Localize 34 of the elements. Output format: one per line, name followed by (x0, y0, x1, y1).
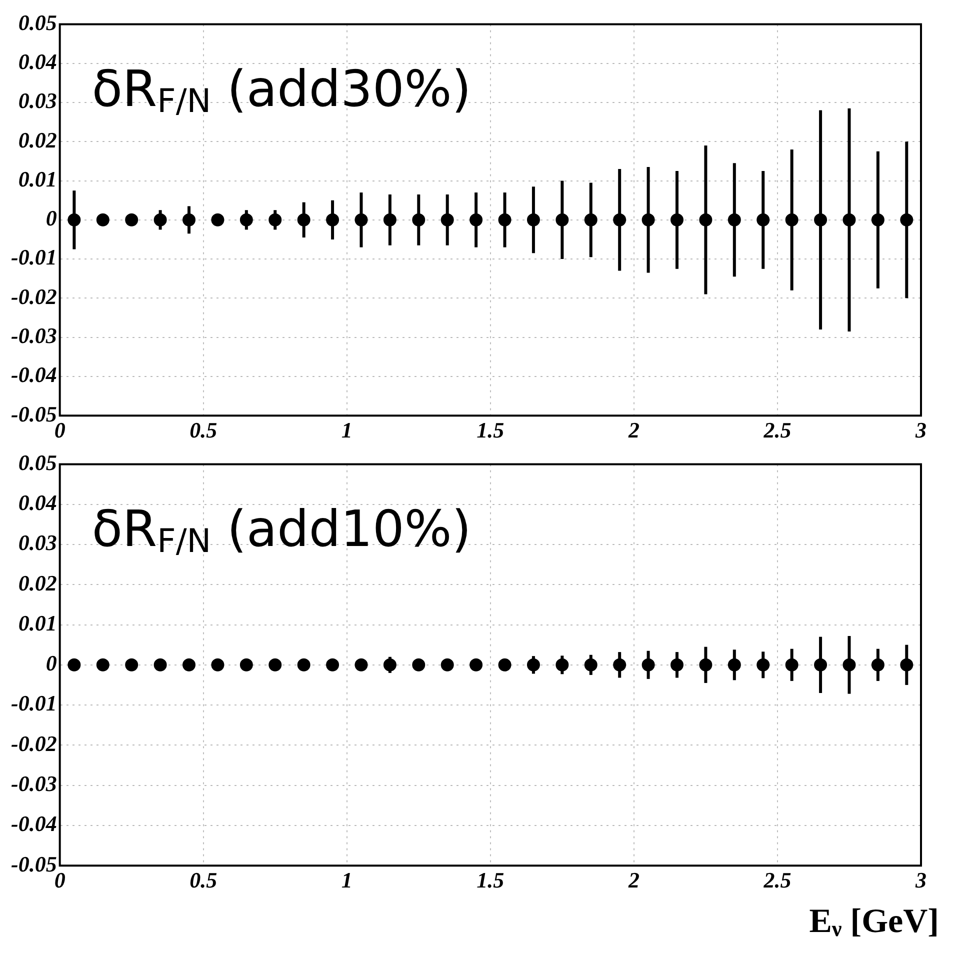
y-tick-label: 0.04 (18, 490, 57, 516)
x-tick-label: 0.5 (190, 417, 218, 442)
y-tick-label: 0.03 (18, 88, 57, 114)
y-tick-label: -0.03 (11, 771, 57, 796)
x-tick-label: 0.5 (190, 867, 218, 892)
y-tick-label: -0.04 (11, 362, 57, 388)
x-tick-label: 3 (914, 867, 926, 892)
y-tick-label: -0.02 (11, 284, 57, 309)
y-tick-label: 0.05 (18, 10, 57, 35)
x-tick-label: 2.5 (762, 417, 792, 442)
y-tick-label: 0.02 (18, 570, 57, 596)
y-tick-label: 0.05 (18, 450, 57, 475)
x-tick-label: 1.5 (476, 417, 504, 442)
y-tick-label: -0.05 (11, 851, 57, 876)
y-tick-label: 0 (46, 206, 57, 231)
y-tick-label: -0.01 (11, 690, 57, 716)
x-tick-label: 1.5 (476, 867, 504, 892)
y-tick-label: -0.03 (11, 323, 57, 348)
y-tick-label: -0.01 (11, 244, 57, 270)
x-tick-label: 1 (341, 417, 352, 442)
y-tick-label: 0.02 (18, 127, 57, 152)
x-tick-label: 1 (341, 867, 352, 892)
y-tick-label: 0.01 (18, 166, 57, 192)
x-tick-label: 2 (627, 417, 640, 442)
x-tick-label: 2.5 (762, 867, 792, 892)
x-tick-label: 2 (627, 867, 640, 892)
y-tick-label: -0.05 (11, 401, 57, 426)
y-tick-label: 0.03 (18, 530, 57, 556)
y-tick-label: 0 (46, 650, 57, 676)
y-tick-label: 0.04 (18, 49, 57, 74)
y-tick-label: -0.02 (11, 730, 57, 756)
x-tick-label: 3 (914, 417, 926, 442)
y-tick-label: -0.04 (11, 811, 57, 836)
y-tick-label: 0.01 (18, 610, 57, 636)
